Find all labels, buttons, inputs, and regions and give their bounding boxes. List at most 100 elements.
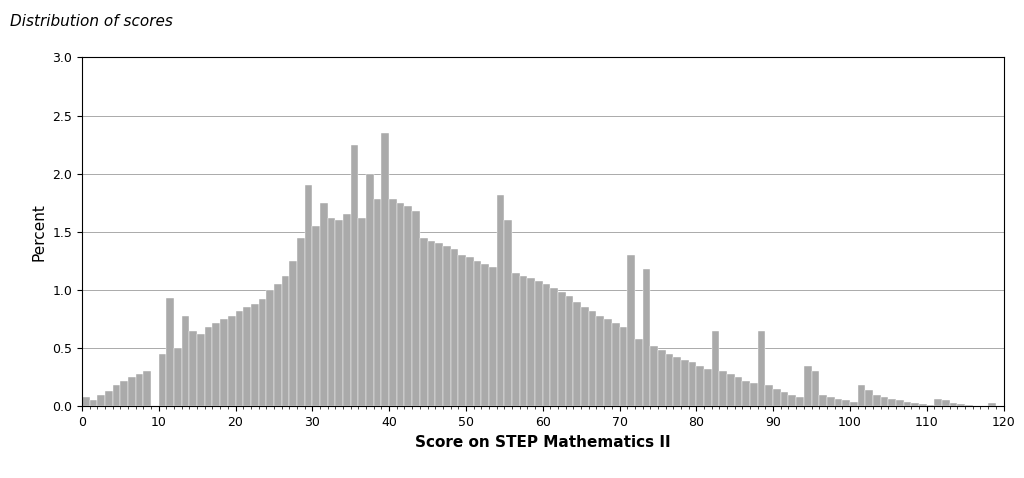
Bar — [258, 299, 266, 406]
Bar — [189, 331, 197, 406]
Bar — [205, 327, 213, 406]
Bar — [274, 284, 282, 406]
Bar — [666, 354, 673, 406]
Bar — [674, 358, 681, 406]
Bar — [627, 255, 635, 406]
Bar — [459, 255, 466, 406]
Bar — [797, 397, 804, 406]
Bar — [604, 319, 611, 406]
Bar — [965, 405, 973, 406]
Bar — [857, 385, 865, 406]
Bar — [804, 366, 811, 406]
Bar — [865, 390, 872, 406]
Bar — [596, 315, 604, 406]
Bar — [589, 311, 596, 406]
Bar — [611, 323, 620, 406]
Bar — [850, 402, 857, 406]
Bar — [819, 395, 826, 406]
Bar — [412, 211, 420, 406]
Bar — [397, 203, 404, 406]
Bar — [227, 315, 236, 406]
Bar — [442, 246, 451, 406]
Bar — [336, 220, 343, 406]
Bar — [451, 250, 459, 406]
Bar — [643, 269, 650, 406]
Bar — [113, 385, 121, 406]
Bar — [305, 185, 312, 406]
Bar — [319, 203, 328, 406]
Bar — [942, 401, 949, 406]
Bar — [780, 392, 788, 406]
Bar — [957, 404, 965, 406]
Bar — [620, 327, 627, 406]
Text: Distribution of scores: Distribution of scores — [10, 14, 173, 29]
Bar — [489, 267, 497, 406]
Bar — [466, 258, 473, 406]
Bar — [712, 331, 719, 406]
Bar — [473, 261, 481, 406]
Bar — [374, 199, 381, 406]
Bar — [128, 377, 135, 406]
Bar — [535, 281, 543, 406]
Bar — [750, 383, 758, 406]
Bar — [197, 334, 205, 406]
Bar — [543, 284, 550, 406]
Bar — [389, 199, 397, 406]
Bar — [135, 374, 143, 406]
Bar — [934, 399, 942, 406]
Bar — [681, 360, 688, 406]
Bar — [657, 350, 666, 406]
Bar — [835, 399, 842, 406]
Bar — [742, 380, 750, 406]
Bar — [143, 371, 152, 406]
Bar — [842, 401, 850, 406]
Bar — [82, 397, 90, 406]
Bar — [896, 401, 903, 406]
Bar — [105, 391, 113, 406]
Bar — [282, 276, 290, 406]
Bar — [881, 397, 888, 406]
Bar — [428, 241, 435, 406]
Bar — [911, 403, 919, 406]
Bar — [696, 366, 703, 406]
Bar — [773, 389, 780, 406]
Bar — [565, 296, 573, 406]
Bar — [435, 243, 442, 406]
Bar — [220, 319, 228, 406]
Bar — [350, 145, 358, 406]
Bar — [734, 377, 742, 406]
Bar — [312, 226, 319, 406]
Bar — [635, 339, 643, 406]
Bar — [903, 402, 911, 406]
Bar — [758, 331, 765, 406]
Bar — [811, 371, 819, 406]
Bar — [481, 264, 489, 406]
Bar — [558, 293, 565, 406]
Bar — [266, 290, 274, 406]
Bar — [328, 218, 336, 406]
Bar — [788, 395, 796, 406]
Bar — [519, 276, 527, 406]
Bar — [297, 238, 305, 406]
Bar — [512, 272, 519, 406]
Bar — [497, 195, 504, 406]
Bar — [213, 323, 220, 406]
Bar — [888, 399, 896, 406]
Bar — [121, 380, 128, 406]
Bar — [527, 278, 535, 406]
Bar — [872, 395, 881, 406]
Bar — [367, 174, 374, 406]
Bar — [420, 238, 428, 406]
Y-axis label: Percent: Percent — [32, 203, 47, 261]
Bar — [927, 405, 934, 406]
Bar — [343, 215, 350, 406]
Bar — [727, 374, 734, 406]
Bar — [719, 371, 727, 406]
Bar — [97, 395, 105, 406]
X-axis label: Score on STEP Mathematics II: Score on STEP Mathematics II — [415, 435, 671, 450]
Bar — [573, 302, 581, 406]
Bar — [703, 369, 712, 406]
Bar — [404, 206, 412, 406]
Bar — [504, 220, 512, 406]
Bar — [174, 348, 182, 406]
